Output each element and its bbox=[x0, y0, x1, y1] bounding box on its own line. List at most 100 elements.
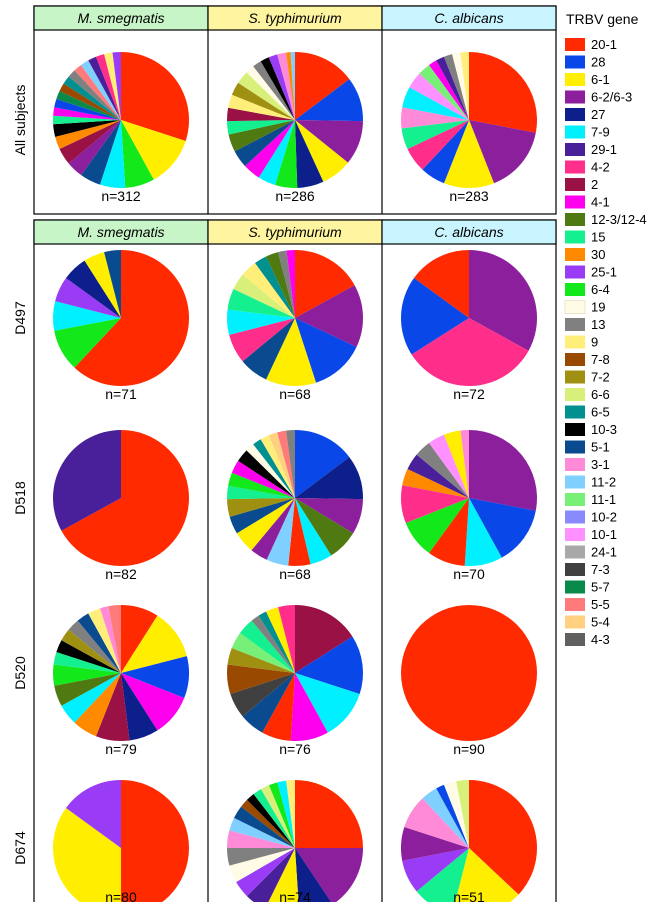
pie-slice-7-9 bbox=[295, 498, 332, 565]
legend-item-6-2-6-3: 6-2/6-3 bbox=[565, 90, 632, 105]
pie-slice-15 bbox=[239, 620, 295, 673]
pie-slice-10-3 bbox=[260, 57, 295, 120]
pie-d518-m-smegmatis: n=82 bbox=[52, 430, 189, 582]
legend-swatch bbox=[565, 598, 585, 611]
pie-slice-9 bbox=[260, 435, 295, 498]
pie-slice-3-1 bbox=[227, 830, 295, 848]
legend-item-5-5: 5-5 bbox=[565, 597, 610, 612]
legend-swatch bbox=[565, 615, 585, 629]
pie-slice-25-1 bbox=[55, 278, 121, 318]
legend-label: 12-3/12-4 bbox=[591, 212, 647, 227]
legend-label: 11-2 bbox=[591, 475, 616, 490]
pie-slice-6-2-6-3 bbox=[68, 120, 121, 176]
pie-slice-19 bbox=[246, 66, 295, 120]
column-header-m-smegmatis: M. smegmatis bbox=[77, 224, 164, 240]
pie-slice-29-1 bbox=[246, 848, 295, 902]
legend-label: 6-4 bbox=[591, 282, 610, 297]
legend-label: 7-8 bbox=[591, 352, 610, 367]
pie-slice-11-2 bbox=[422, 788, 469, 848]
legend-item-9: 9 bbox=[565, 335, 598, 350]
legend-label: 30 bbox=[591, 247, 605, 262]
pie-slice-11-2 bbox=[229, 817, 295, 848]
pie-d674-m-smegmatis: n=80 bbox=[53, 780, 189, 902]
pie-slice-5-4 bbox=[268, 432, 295, 498]
pie-d674-s-typhimurium: n=74 bbox=[227, 780, 363, 902]
legend-label: 5-5 bbox=[591, 597, 610, 612]
legend-swatch bbox=[565, 528, 585, 541]
pie-slice-4-2 bbox=[407, 120, 469, 170]
pie-slice-6-4 bbox=[54, 318, 122, 368]
legend-label: 9 bbox=[591, 335, 598, 350]
pie-slice-6-2-6-3 bbox=[400, 826, 469, 861]
column-header-box-c-albicans bbox=[381, 5, 557, 31]
pie-d674-c-albicans: n=51 bbox=[400, 780, 538, 902]
sample-size-label: n=82 bbox=[105, 566, 137, 582]
pie-slice-2 bbox=[227, 107, 295, 122]
pie-slice-11-1 bbox=[231, 633, 295, 673]
sample-size-label: n=90 bbox=[453, 741, 485, 757]
legend-swatch bbox=[565, 405, 585, 419]
pie-slice-20-1 bbox=[295, 780, 363, 848]
legend-item-4-1: 4-1 bbox=[565, 195, 610, 210]
row-label-d520: D520 bbox=[12, 656, 28, 690]
pie-slice-6-1 bbox=[268, 848, 299, 902]
pie-slice-5-1 bbox=[234, 806, 295, 848]
pie-slice-4-1 bbox=[429, 60, 469, 120]
pie-slice-2 bbox=[59, 120, 121, 164]
pie-slice-6-4 bbox=[268, 782, 295, 848]
pie-slice-7-2 bbox=[227, 647, 295, 673]
legend-label: 10-3 bbox=[591, 422, 617, 437]
pie-slice-7-9 bbox=[61, 673, 121, 723]
pie-slice-6-1 bbox=[443, 430, 469, 498]
pie-slice-6-4 bbox=[228, 472, 295, 498]
pie-slice-11-2 bbox=[81, 60, 121, 120]
pie-slice-10-3 bbox=[56, 640, 121, 673]
column-header-c-albicans: C. albicans bbox=[434, 224, 503, 240]
legend-swatch bbox=[565, 108, 585, 121]
legend-item-5-4: 5-4 bbox=[565, 615, 610, 630]
legend-swatch bbox=[565, 475, 585, 489]
legend-swatch bbox=[565, 493, 585, 506]
pie-slice-13 bbox=[227, 848, 295, 866]
pie-slice-20-1 bbox=[61, 430, 189, 566]
pie-slice-27 bbox=[65, 260, 121, 318]
legend-label: 15 bbox=[591, 230, 605, 245]
pie-slice-28 bbox=[422, 120, 469, 184]
pie-slice-13 bbox=[68, 70, 121, 120]
pie-slice-27 bbox=[295, 848, 332, 902]
pie-slice-12-3-12-4 bbox=[266, 252, 295, 318]
sample-size-label: n=68 bbox=[279, 566, 311, 582]
pie-slice-28 bbox=[54, 98, 122, 120]
legend-label: 7-2 bbox=[591, 370, 610, 385]
pie-slice-7-3 bbox=[230, 673, 295, 717]
legend-label: 29-1 bbox=[591, 142, 617, 157]
pie-slice-7-9 bbox=[99, 120, 126, 189]
pie-slice-9 bbox=[242, 262, 295, 318]
pie-slice-25-1 bbox=[65, 780, 121, 848]
pie-slice-20-1 bbox=[74, 250, 189, 386]
pie-slice-20-1 bbox=[295, 52, 350, 120]
pie-slice-30 bbox=[74, 673, 121, 737]
legend-swatch bbox=[565, 580, 585, 594]
legend-swatch bbox=[565, 160, 585, 174]
pie-slice-6-5 bbox=[63, 76, 121, 120]
pie-slice-30 bbox=[402, 469, 469, 498]
pie-slice-15 bbox=[227, 289, 295, 318]
pie-slice-29-1 bbox=[436, 56, 469, 120]
pie-slice-15 bbox=[416, 848, 469, 902]
legend-item-6-4: 6-4 bbox=[565, 282, 610, 297]
pie-slice-7-9 bbox=[52, 301, 122, 331]
legend-swatch bbox=[565, 90, 585, 104]
pie-slice-7-2 bbox=[227, 498, 295, 517]
pie-slice-13 bbox=[443, 54, 469, 120]
legend-item-7-9: 7-9 bbox=[565, 125, 610, 140]
pie-slice-6-2-6-3 bbox=[469, 430, 538, 511]
pie-slice-6-2-6-3 bbox=[295, 120, 363, 163]
pie-slice-13 bbox=[251, 615, 295, 673]
legend-item-3-1: 3-1 bbox=[565, 457, 610, 472]
legend-item-7-3: 7-3 bbox=[565, 562, 610, 577]
legend-item-25-1: 25-1 bbox=[565, 265, 617, 280]
pie-slice-25-1 bbox=[112, 52, 121, 120]
legend-swatch bbox=[565, 213, 585, 226]
